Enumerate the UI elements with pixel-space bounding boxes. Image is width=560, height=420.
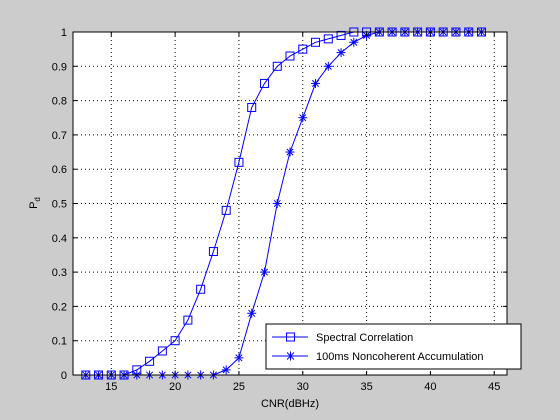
data-point <box>221 365 231 375</box>
x-tick-label: 30 <box>297 381 309 393</box>
y-tick-label: 0.4 <box>52 233 67 245</box>
y-tick-label: 0.7 <box>52 130 67 142</box>
data-point <box>272 61 282 71</box>
data-point <box>221 205 231 215</box>
data-point <box>311 78 321 88</box>
y-tick-label: 0.3 <box>52 267 67 279</box>
data-point <box>323 34 333 44</box>
legend-entry-spectral-correlation: Spectral Correlation <box>272 332 413 344</box>
data-point <box>298 113 308 123</box>
x-axis-label: CNR(dBHz) <box>261 398 319 410</box>
data-point <box>336 48 346 58</box>
y-tick-label: 0.9 <box>52 61 67 73</box>
data-point <box>170 336 180 346</box>
legend: Spectral Correlation 100ms Noncoherent A… <box>265 323 522 370</box>
data-point <box>234 353 244 363</box>
y-tick-label: 0 <box>61 370 67 382</box>
x-tick-label: 25 <box>233 381 245 393</box>
legend-entry-noncoherent-accumulation: 100ms Noncoherent Accumulation <box>272 351 484 363</box>
data-point <box>311 37 321 47</box>
y-tick-label: 1 <box>61 27 67 39</box>
y-axis-label-main: P <box>28 202 40 209</box>
data-point <box>145 356 155 366</box>
data-point <box>196 284 206 294</box>
data-point <box>247 102 257 112</box>
axis-ticks: 15 20 25 30 35 40 45 0 0.1 0.2 0.3 0.4 0.5 0.6 0.7 0.8 0… <box>52 27 507 393</box>
data-point <box>336 30 346 40</box>
x-tick-label: 45 <box>488 381 500 393</box>
data-point <box>234 157 244 167</box>
legend-marker-star <box>286 351 295 361</box>
data-point <box>247 308 257 318</box>
y-tick-label: 0.1 <box>52 336 67 348</box>
y-tick-label: 0.2 <box>52 301 67 313</box>
data-point <box>285 147 295 157</box>
data-point <box>285 51 295 61</box>
y-tick-label: 0.6 <box>52 164 67 176</box>
y-tick-label: 0.8 <box>52 96 67 108</box>
x-tick-label: 35 <box>360 381 372 393</box>
data-point <box>298 44 308 54</box>
data-point <box>349 37 359 47</box>
data-point <box>323 61 333 71</box>
svg-text:Pd: Pd <box>28 197 42 209</box>
data-point <box>272 199 282 208</box>
data-point <box>259 78 269 88</box>
x-tick-label: 20 <box>169 381 181 393</box>
data-point <box>157 346 167 356</box>
legend-label-spectral-correlation: Spectral Correlation <box>316 332 413 344</box>
data-point <box>259 267 269 277</box>
data-point <box>183 315 193 325</box>
y-axis-label: Pd <box>28 197 42 209</box>
data-point <box>208 247 218 257</box>
x-tick-label: 15 <box>105 381 117 393</box>
y-axis-label-subscript: d <box>33 197 42 201</box>
x-tick-label: 40 <box>424 381 436 393</box>
y-tick-label: 0.5 <box>52 199 67 211</box>
legend-marker-square <box>286 332 295 342</box>
legend-box <box>265 323 522 370</box>
legend-label-noncoherent-accumulation: 100ms Noncoherent Accumulation <box>316 351 484 363</box>
